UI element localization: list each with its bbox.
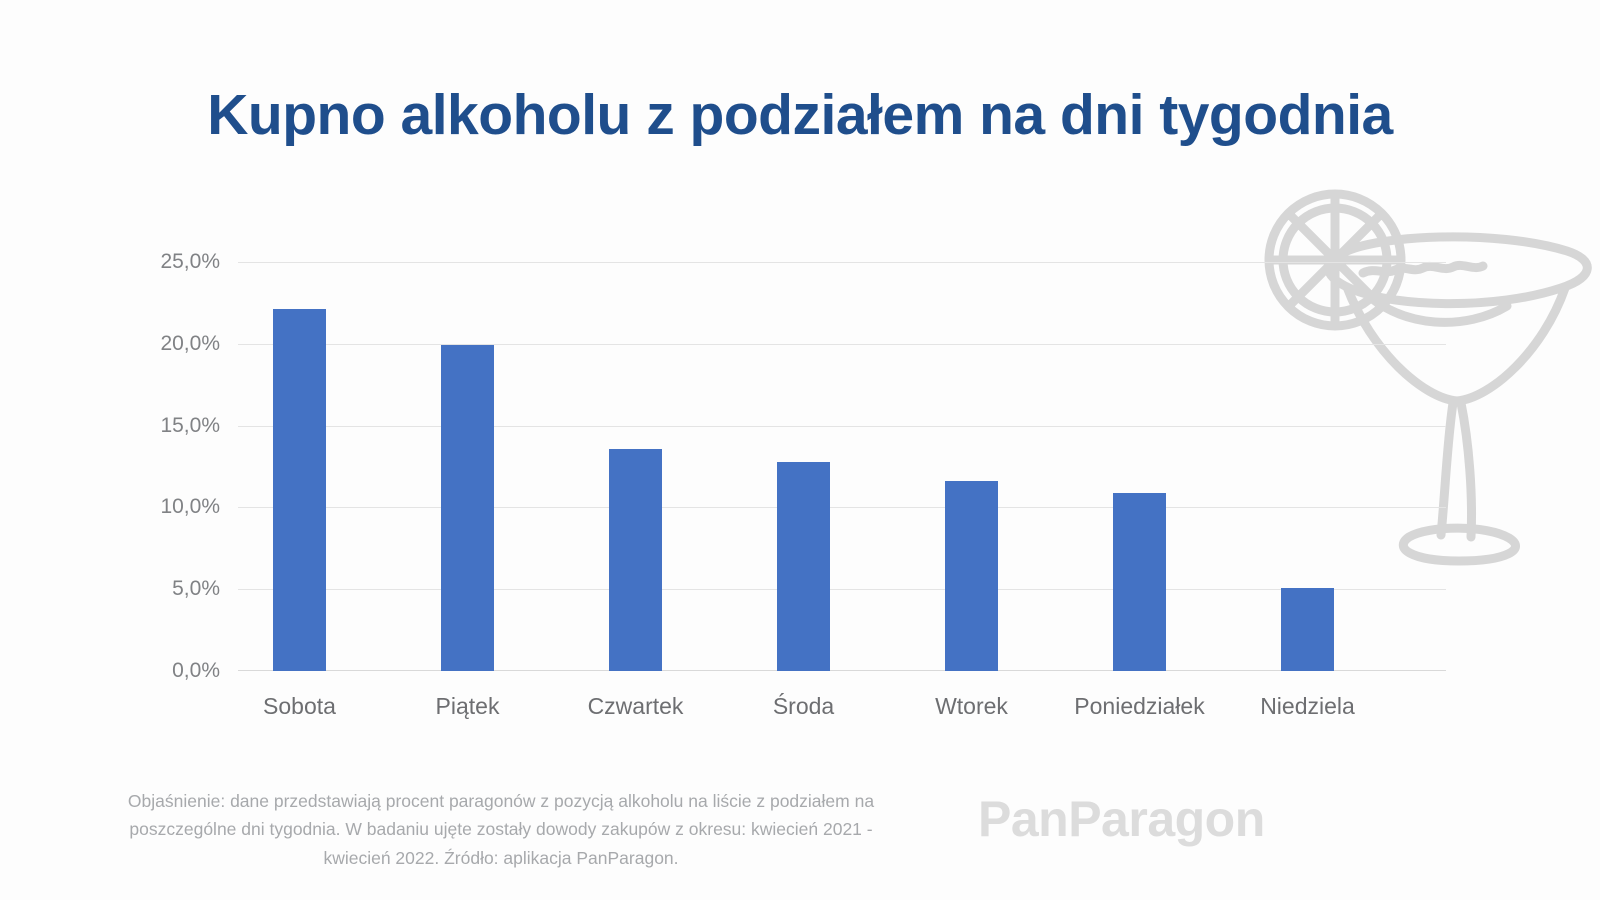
x-tick-label-poniedzialek: Poniedziałek <box>1074 693 1205 719</box>
y-tick-label: 10,0% <box>160 495 220 519</box>
footnote-text: Objaśnienie: dane przedstawiają procent … <box>127 791 875 868</box>
x-tick-label-wtorek: Wtorek <box>935 693 1008 719</box>
y-tick-label: 15,0% <box>160 413 220 437</box>
gridline <box>238 507 1446 509</box>
bar-poniedzialek[interactable] <box>1113 492 1166 671</box>
x-tick-label-czwartek: Czwartek <box>587 693 684 719</box>
page-title: Kupno alkoholu z podziałem na dni tygodn… <box>207 83 1393 147</box>
x-tick-label-sroda: Środa <box>772 693 835 719</box>
y-tick-label: 0,0% <box>172 659 220 682</box>
y-tick-label: 5,0% <box>172 577 220 601</box>
bar-wtorek[interactable] <box>945 481 998 671</box>
x-tick-label-niedziela: Niedziela <box>1260 693 1355 719</box>
x-axis: Sobota Piątek Czwartek Środa Wtorek Poni… <box>238 693 1446 733</box>
gridline <box>238 262 1446 263</box>
brand-logo: PanParagon <box>978 791 1265 847</box>
y-tick-label: 20,0% <box>160 331 220 355</box>
x-tick-label-sobota: Sobota <box>263 693 336 719</box>
gridline <box>238 343 1446 345</box>
y-tick-label: 25,0% <box>160 250 220 273</box>
bar-sroda[interactable] <box>777 461 830 671</box>
bar-niedziela[interactable] <box>1281 587 1334 671</box>
x-tick-label-piatek: Piątek <box>435 693 500 719</box>
gridline <box>238 589 1446 591</box>
bar-piatek[interactable] <box>441 345 494 671</box>
bar-czwartek[interactable] <box>609 448 662 671</box>
axis-baseline <box>238 670 1446 671</box>
bar-sobota[interactable] <box>273 309 326 671</box>
y-axis: 25,0% 20,0% 15,0% 10,0% 5,0% 0,0% <box>0 250 220 682</box>
plot-area <box>238 262 1446 671</box>
gridline <box>238 425 1446 427</box>
